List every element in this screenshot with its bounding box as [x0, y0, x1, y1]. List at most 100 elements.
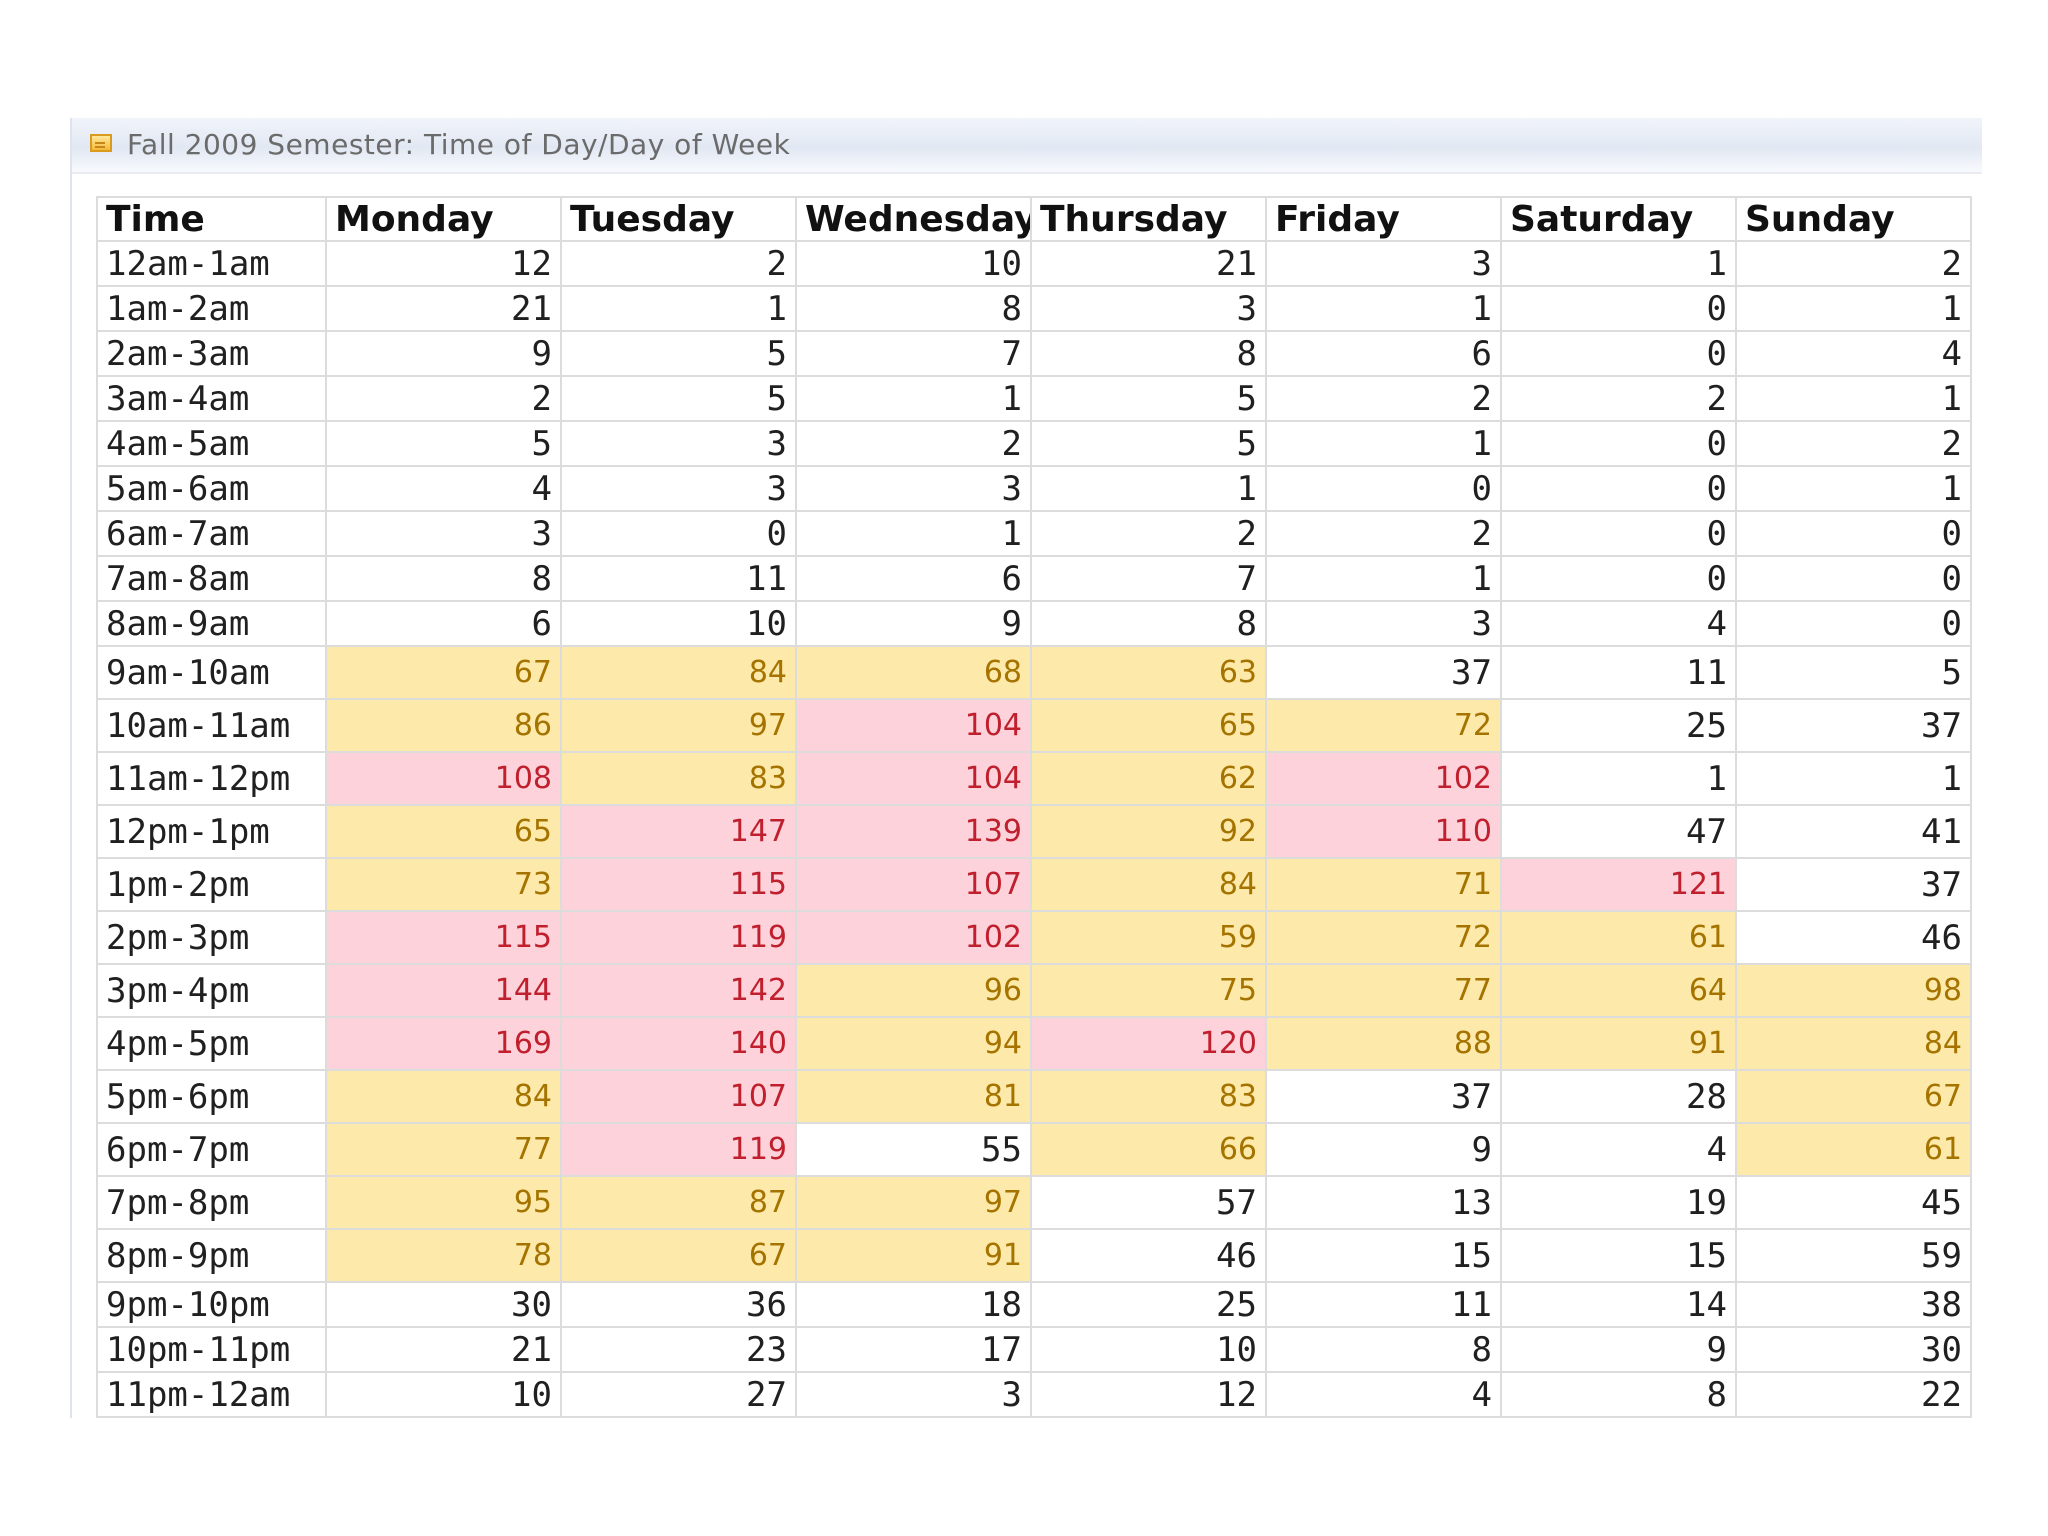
count-cell-tuesday: 10	[560, 600, 797, 647]
count-cell-sunday: 2	[1735, 420, 1972, 467]
report-icon	[90, 134, 112, 152]
count-cell-tuesday: 107	[560, 1069, 797, 1124]
time-slot-label: 8am-9am	[96, 600, 327, 647]
count-cell-wednesday: 9	[795, 600, 1032, 647]
count-cell-saturday: 0	[1500, 510, 1737, 557]
count-cell-saturday: 2	[1500, 375, 1737, 422]
time-slot-label: 7pm-8pm	[96, 1175, 327, 1230]
count-cell-friday: 1	[1265, 420, 1502, 467]
count-cell-sunday: 0	[1735, 555, 1972, 602]
count-cell-thursday: 83	[1030, 1069, 1267, 1124]
time-slot-label: 9am-10am	[96, 645, 327, 700]
time-slot-label: 10pm-11pm	[96, 1326, 327, 1373]
count-cell-monday: 86	[325, 698, 562, 753]
table-row: 10am-11am 86 97 104 65 72 25 37	[96, 698, 1972, 753]
count-cell-saturday: 0	[1500, 465, 1737, 512]
count-cell-friday: 37	[1265, 645, 1502, 700]
count-cell-friday: 72	[1265, 910, 1502, 965]
count-cell-saturday: 14	[1500, 1281, 1737, 1328]
count-cell-saturday: 64	[1500, 963, 1737, 1018]
table-row: 4am-5am 5 3 2 5 1 0 2	[96, 420, 1972, 467]
table-row: 9am-10am 67 84 68 63 37 11 5	[96, 645, 1972, 700]
count-cell-thursday: 7	[1030, 555, 1267, 602]
count-cell-thursday: 65	[1030, 698, 1267, 753]
count-cell-monday: 144	[325, 963, 562, 1018]
count-cell-saturday: 121	[1500, 857, 1737, 912]
count-cell-thursday: 59	[1030, 910, 1267, 965]
time-slot-label: 12am-1am	[96, 240, 327, 287]
time-slot-label: 6am-7am	[96, 510, 327, 557]
panel-title: Fall 2009 Semester: Time of Day/Day of W…	[127, 128, 791, 161]
column-header-monday: Monday	[325, 196, 562, 242]
count-cell-monday: 108	[325, 751, 562, 806]
count-cell-friday: 9	[1265, 1122, 1502, 1177]
count-cell-saturday: 91	[1500, 1016, 1737, 1071]
count-cell-monday: 77	[325, 1122, 562, 1177]
count-cell-tuesday: 11	[560, 555, 797, 602]
count-cell-monday: 2	[325, 375, 562, 422]
count-cell-wednesday: 2	[795, 420, 1032, 467]
panel-header: Fall 2009 Semester: Time of Day/Day of W…	[72, 118, 1982, 174]
count-cell-thursday: 8	[1030, 330, 1267, 377]
count-cell-monday: 65	[325, 804, 562, 859]
count-cell-monday: 169	[325, 1016, 562, 1071]
count-cell-thursday: 3	[1030, 285, 1267, 332]
count-cell-tuesday: 84	[560, 645, 797, 700]
table-row: 4pm-5pm 169 140 94 120 88 91 84	[96, 1016, 1972, 1071]
count-cell-sunday: 1	[1735, 375, 1972, 422]
count-cell-thursday: 84	[1030, 857, 1267, 912]
count-cell-thursday: 5	[1030, 375, 1267, 422]
count-cell-sunday: 4	[1735, 330, 1972, 377]
time-slot-label: 11am-12pm	[96, 751, 327, 806]
time-slot-label: 2pm-3pm	[96, 910, 327, 965]
table-row: 8pm-9pm 78 67 91 46 15 15 59	[96, 1228, 1972, 1283]
count-cell-saturday: 1	[1500, 240, 1737, 287]
count-cell-wednesday: 18	[795, 1281, 1032, 1328]
count-cell-sunday: 5	[1735, 645, 1972, 700]
count-cell-thursday: 46	[1030, 1228, 1267, 1283]
count-cell-wednesday: 7	[795, 330, 1032, 377]
count-cell-friday: 1	[1265, 555, 1502, 602]
count-cell-sunday: 37	[1735, 857, 1972, 912]
count-cell-sunday: 0	[1735, 600, 1972, 647]
count-cell-tuesday: 83	[560, 751, 797, 806]
count-cell-wednesday: 81	[795, 1069, 1032, 1124]
count-cell-friday: 15	[1265, 1228, 1502, 1283]
count-cell-sunday: 37	[1735, 698, 1972, 753]
count-cell-tuesday: 3	[560, 465, 797, 512]
count-cell-sunday: 59	[1735, 1228, 1972, 1283]
count-cell-monday: 4	[325, 465, 562, 512]
count-cell-friday: 3	[1265, 600, 1502, 647]
count-cell-wednesday: 139	[795, 804, 1032, 859]
count-cell-tuesday: 0	[560, 510, 797, 557]
count-cell-thursday: 120	[1030, 1016, 1267, 1071]
count-cell-wednesday: 17	[795, 1326, 1032, 1373]
count-cell-sunday: 41	[1735, 804, 1972, 859]
table-row: 7am-8am 8 11 6 7 1 0 0	[96, 555, 1972, 602]
count-cell-sunday: 38	[1735, 1281, 1972, 1328]
count-cell-saturday: 0	[1500, 330, 1737, 377]
count-cell-wednesday: 104	[795, 751, 1032, 806]
column-header-saturday: Saturday	[1500, 196, 1737, 242]
count-cell-sunday: 45	[1735, 1175, 1972, 1230]
count-cell-wednesday: 102	[795, 910, 1032, 965]
time-slot-label: 4pm-5pm	[96, 1016, 327, 1071]
table-row: 12pm-1pm 65 147 139 92 110 47 41	[96, 804, 1972, 859]
table-row: 6pm-7pm 77 119 55 66 9 4 61	[96, 1122, 1972, 1177]
table-row: 5pm-6pm 84 107 81 83 37 28 67	[96, 1069, 1972, 1124]
count-cell-monday: 12	[325, 240, 562, 287]
table-row: 9pm-10pm 30 36 18 25 11 14 38	[96, 1281, 1972, 1328]
count-cell-saturday: 0	[1500, 285, 1737, 332]
count-cell-thursday: 21	[1030, 240, 1267, 287]
time-slot-label: 8pm-9pm	[96, 1228, 327, 1283]
count-cell-friday: 2	[1265, 375, 1502, 422]
count-cell-friday: 72	[1265, 698, 1502, 753]
count-cell-monday: 3	[325, 510, 562, 557]
count-cell-saturday: 25	[1500, 698, 1737, 753]
count-cell-saturday: 9	[1500, 1326, 1737, 1373]
report-panel: Fall 2009 Semester: Time of Day/Day of W…	[70, 118, 1982, 1418]
column-header-time: Time	[96, 196, 327, 242]
count-cell-saturday: 15	[1500, 1228, 1737, 1283]
count-cell-wednesday: 3	[795, 465, 1032, 512]
count-cell-friday: 110	[1265, 804, 1502, 859]
